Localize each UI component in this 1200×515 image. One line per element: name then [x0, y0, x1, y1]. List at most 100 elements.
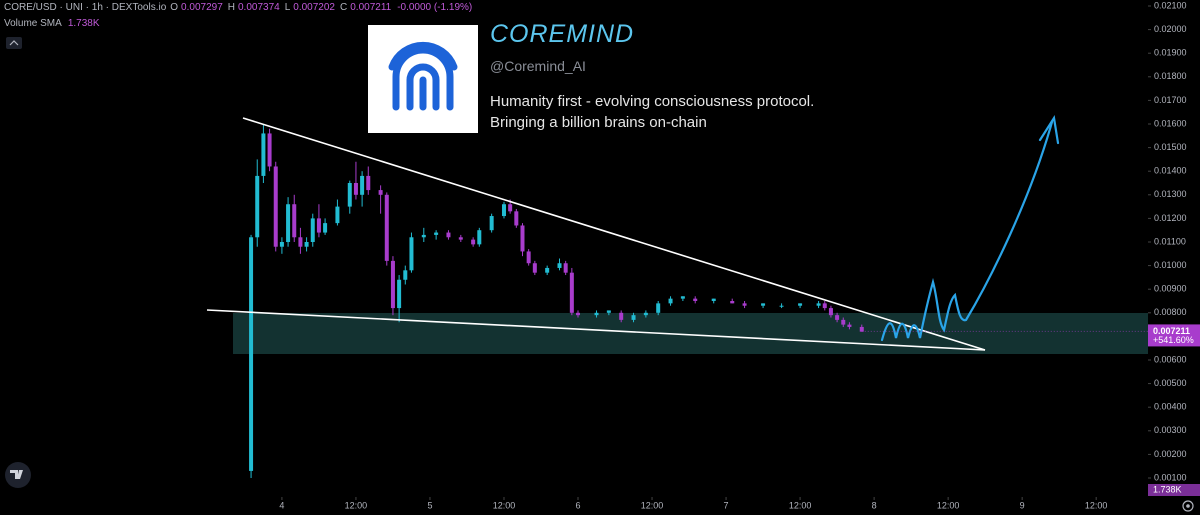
collapse-button[interactable]: [6, 37, 22, 49]
brand-name: COREMIND: [490, 20, 635, 48]
volume-tag-value: 1.738K: [1153, 484, 1182, 494]
candle-body: [310, 218, 315, 242]
candle-body: [366, 175, 371, 191]
candle-body: [360, 175, 365, 195]
ohlc-value: 0.007374: [238, 2, 280, 13]
candle-body: [353, 182, 358, 195]
candle-body: [576, 312, 581, 316]
candle-body: [471, 239, 476, 245]
candle-body: [711, 298, 716, 301]
candle-body: [761, 303, 766, 306]
candle-body: [526, 251, 531, 264]
y-tick-label: 0.01400: [1154, 166, 1187, 176]
candle-body: [292, 204, 297, 238]
y-tick-label: 0.00900: [1154, 284, 1187, 294]
candle-body: [594, 312, 599, 316]
candle-body: [255, 175, 260, 238]
y-tick-label: 0.02100: [1154, 0, 1187, 10]
candle-body: [390, 260, 395, 309]
x-tick-label: 12:00: [493, 500, 516, 510]
y-tick-label: 0.00300: [1154, 425, 1187, 435]
y-tick-label: 0.01600: [1154, 118, 1187, 128]
y-tick-label: 0.00100: [1154, 472, 1187, 482]
tagline: Humanity first - evolving consciousness …: [490, 93, 815, 110]
candle-body: [421, 234, 426, 238]
candle-body: [378, 190, 383, 195]
legend-header: CORE/USD · UNI · 1h · DEXTools.io O 0.007…: [4, 2, 472, 13]
y-tick-label: 0.01100: [1154, 236, 1186, 246]
brand-handle: @Coremind_AI: [490, 58, 586, 74]
volume-legend: Volume SMA 1.738K: [4, 18, 100, 29]
x-tick-label: 9: [1020, 500, 1025, 510]
x-tick-label: 12:00: [789, 500, 812, 510]
x-tick-label: 6: [576, 500, 581, 510]
last-price-tag: [1148, 324, 1200, 347]
candle-body: [569, 272, 574, 313]
y-tick-label: 0.02000: [1154, 24, 1187, 34]
settings-icon[interactable]: [1182, 500, 1194, 512]
y-tick-label: 0.01300: [1154, 189, 1187, 199]
candle-body: [859, 326, 864, 332]
candle-body: [261, 133, 266, 176]
ohlc-name: H: [227, 2, 235, 13]
candle-body: [680, 296, 685, 299]
change: -0.0000 (-1.19%): [397, 2, 473, 13]
candle-body: [656, 303, 661, 313]
collapse-icon: [9, 40, 19, 46]
candle-body: [668, 298, 673, 304]
candle-body: [384, 194, 389, 261]
ohlc-name: O: [170, 2, 179, 13]
y-tick-label: 0.01800: [1154, 71, 1187, 81]
candle-body: [631, 315, 636, 320]
candle-body: [335, 206, 340, 224]
volume-tag: [1148, 484, 1200, 496]
logo-card: [368, 25, 478, 133]
x-tick-label: 8: [872, 500, 877, 510]
candle-body: [779, 305, 784, 307]
x-tick-label: 12:00: [345, 500, 368, 510]
trend-line: [242, 117, 986, 351]
candle-body: [532, 263, 537, 273]
ohlc-name: C: [340, 2, 348, 13]
x-tick-label: 4: [279, 500, 284, 510]
candle-body: [693, 298, 698, 301]
y-tick-label: 0.00600: [1154, 354, 1187, 364]
candle-body: [298, 237, 303, 247]
candle-body: [489, 216, 494, 231]
candle-body: [267, 133, 272, 167]
candle-body: [563, 263, 568, 273]
candle-body: [619, 312, 624, 320]
candle-body: [316, 218, 321, 233]
candle-body: [397, 279, 402, 309]
volume-value: 1.738K: [67, 18, 100, 29]
plot: [249, 123, 864, 479]
x-tick-label: 12:00: [1085, 500, 1108, 510]
candle-body: [557, 263, 562, 268]
volume-label: Volume SMA: [4, 18, 62, 29]
candle-body: [446, 232, 451, 238]
y-tick-label: 0.00500: [1154, 378, 1187, 388]
candle-body: [403, 270, 408, 280]
ohlc-values: O 0.007297 H 0.007374 L 0.007202 C 0.007211: [170, 2, 393, 13]
candle-body: [477, 230, 482, 245]
candle-body: [835, 315, 840, 320]
y-tick-label: 0.01200: [1154, 213, 1187, 223]
symbol-title: CORE/USD · UNI · 1h · DEXTools.io: [4, 2, 167, 13]
last-change: +541.60%: [1153, 335, 1194, 345]
candle-body: [273, 166, 278, 247]
tv-logo: [5, 462, 31, 488]
y-tick-label: 0.01000: [1154, 260, 1187, 270]
tagline: Bringing a billion brains on-chain: [490, 114, 707, 131]
y-tick-label: 0.01700: [1154, 95, 1187, 105]
ohlc-value: 0.007211: [350, 2, 392, 13]
candle-body: [501, 204, 506, 217]
candle-body: [304, 241, 309, 247]
y-tick-label: 0.00400: [1154, 402, 1187, 412]
candle-body: [520, 225, 525, 252]
ohlc-value: 0.007297: [181, 2, 223, 13]
y-tick-label: 0.01500: [1154, 142, 1187, 152]
y-tick-label: 0.00800: [1154, 307, 1187, 317]
x-tick-label: 7: [724, 500, 729, 510]
x-tick-label: 5: [427, 500, 432, 510]
